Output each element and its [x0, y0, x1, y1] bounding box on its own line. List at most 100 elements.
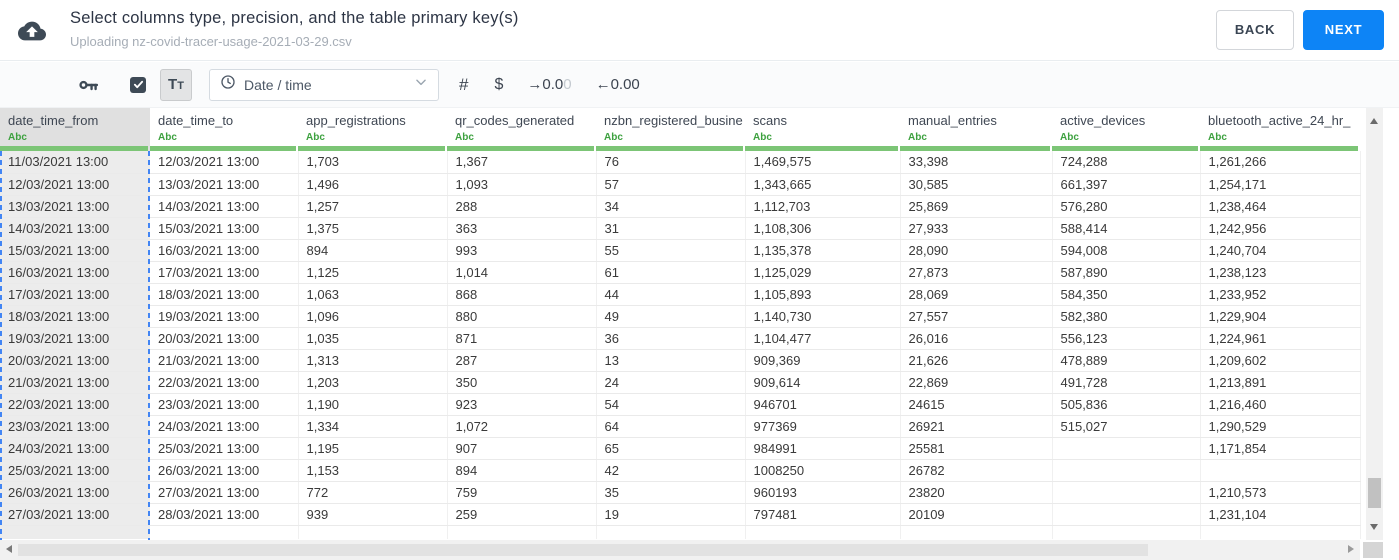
vertical-scrollbar-thumb[interactable]: [1368, 478, 1381, 508]
primary-key-icon[interactable]: [78, 74, 100, 96]
table-row: 27/03/2021 13:00 28/03/2021 13:00 939 259 19…: [0, 503, 1361, 526]
table-cell: 55: [596, 239, 746, 262]
table-cell: 1,105,893: [745, 283, 901, 306]
column-type-badge: Abc: [908, 132, 927, 143]
column-header-date_time_to[interactable]: date_time_to Abc: [150, 108, 298, 151]
table-cell: 1,209,602: [1200, 349, 1361, 372]
table-row: 14/03/2021 13:00 15/03/2021 13:00 1,375 363…: [0, 217, 1361, 240]
column-name: active_devices: [1060, 113, 1146, 128]
table-cell: 946701: [745, 393, 901, 416]
table-cell: 26782: [900, 459, 1053, 482]
table-row: 25/03/2021 13:00 26/03/2021 13:00 1,153 894…: [0, 459, 1361, 482]
scroll-up-arrow[interactable]: [1370, 118, 1378, 124]
column-header-scans[interactable]: scans Abc: [745, 108, 900, 151]
column-underline-bar: [447, 146, 594, 151]
table-cell: [447, 525, 597, 539]
table-cell: 23/03/2021 13:00: [0, 415, 150, 438]
table-cell: 923: [447, 393, 597, 416]
currency-type-button[interactable]: $: [494, 75, 504, 93]
table-cell: 49: [596, 305, 746, 328]
table-cell: 909,614: [745, 371, 901, 394]
table-cell: [1200, 459, 1361, 482]
scroll-left-arrow[interactable]: [6, 545, 12, 553]
table-row: 19/03/2021 13:00 20/03/2021 13:00 1,035 871…: [0, 327, 1361, 350]
table-cell: 288: [447, 195, 597, 218]
table-cell: 13/03/2021 13:00: [150, 173, 299, 196]
table-cell: 12/03/2021 13:00: [0, 173, 150, 196]
table-cell: 515,027: [1052, 415, 1201, 438]
table-cell: 16/03/2021 13:00: [150, 239, 299, 262]
table-cell: 1,195: [298, 437, 448, 460]
table-cell: 505,836: [1052, 393, 1201, 416]
table-cell: 1,014: [447, 261, 597, 284]
decrease-decimal-button[interactable]: ←0.00: [596, 76, 640, 93]
table-cell: 894: [447, 459, 597, 482]
selected-column-dash-right: [148, 151, 150, 540]
table-cell: 44: [596, 283, 746, 306]
table-cell: 35: [596, 481, 746, 504]
include-column-checkbox[interactable]: [130, 76, 146, 93]
table-cell: 1,229,904: [1200, 305, 1361, 328]
table-cell: [596, 525, 746, 539]
table-cell: 19: [596, 503, 746, 526]
table-cell: 1,125,029: [745, 261, 901, 284]
table-cell: 26921: [900, 415, 1053, 438]
back-button[interactable]: BACK: [1216, 10, 1294, 50]
number-type-button[interactable]: #: [459, 74, 469, 94]
table-row: 12/03/2021 13:00 13/03/2021 13:00 1,496 1,0…: [0, 173, 1361, 196]
table-cell: 57: [596, 173, 746, 196]
table-cell: 54: [596, 393, 746, 416]
table-cell: 27,933: [900, 217, 1053, 240]
column-name: bluetooth_active_24_hr_: [1208, 113, 1351, 128]
upload-filename: Uploading nz-covid-tracer-usage-2021-03-…: [70, 34, 352, 49]
column-type-badge: Abc: [8, 132, 27, 143]
table-cell: 18/03/2021 13:00: [150, 283, 299, 306]
table-cell: 17/03/2021 13:00: [150, 261, 299, 284]
column-header-date_time_from[interactable]: date_time_from Abc: [0, 108, 150, 151]
horizontal-scrollbar-thumb[interactable]: [18, 544, 1148, 556]
column-name: date_time_from: [8, 113, 99, 128]
column-header-nzbn_registered_busine[interactable]: nzbn_registered_busine Abc: [596, 108, 745, 151]
table-cell: 1,238,123: [1200, 261, 1361, 284]
column-header-bluetooth_active_24_hr_[interactable]: bluetooth_active_24_hr_ Abc: [1200, 108, 1360, 151]
column-name: qr_codes_generated: [455, 113, 575, 128]
table-cell: 25581: [900, 437, 1053, 460]
table-cell: 24: [596, 371, 746, 394]
table-cell: 25,869: [900, 195, 1053, 218]
vertical-scrollbar[interactable]: [1366, 108, 1383, 540]
table-cell: 13: [596, 349, 746, 372]
table-cell: 1,343,665: [745, 173, 901, 196]
table-cell: 26/03/2021 13:00: [0, 481, 150, 504]
table-cell: 1,313: [298, 349, 448, 372]
column-header-active_devices[interactable]: active_devices Abc: [1052, 108, 1200, 151]
table-empty-row: [0, 525, 1361, 539]
table-cell: 21/03/2021 13:00: [0, 371, 150, 394]
next-button[interactable]: NEXT: [1303, 10, 1384, 50]
table-cell: 33,398: [900, 151, 1053, 174]
left-arrow-icon: ←: [595, 76, 611, 93]
column-header-app_registrations[interactable]: app_registrations Abc: [298, 108, 447, 151]
column-header-manual_entries[interactable]: manual_entries Abc: [900, 108, 1052, 151]
column-type-select[interactable]: Date / time: [209, 68, 439, 101]
table-cell: 1,233,952: [1200, 283, 1361, 306]
table-cell: 19/03/2021 13:00: [150, 305, 299, 328]
table-cell: 14/03/2021 13:00: [150, 195, 299, 218]
scroll-right-arrow[interactable]: [1348, 545, 1354, 553]
table-cell: 16/03/2021 13:00: [0, 261, 150, 284]
table-cell: 26/03/2021 13:00: [150, 459, 299, 482]
text-type-small-letter: T: [177, 79, 184, 92]
column-header-qr_codes_generated[interactable]: qr_codes_generated Abc: [447, 108, 596, 151]
table-cell: 1,496: [298, 173, 448, 196]
table-cell: 21/03/2021 13:00: [150, 349, 299, 372]
table-cell: [1200, 525, 1361, 539]
increase-decimal-button[interactable]: →0.00: [527, 76, 571, 93]
wizard-header: Select columns type, precision, and the …: [0, 0, 1399, 61]
table-cell: 1,254,171: [1200, 173, 1361, 196]
table-cell: 76: [596, 151, 746, 174]
table-cell: 1,210,573: [1200, 481, 1361, 504]
horizontal-scrollbar[interactable]: [0, 540, 1360, 560]
scroll-down-arrow[interactable]: [1370, 524, 1378, 530]
table-cell: 1,203: [298, 371, 448, 394]
